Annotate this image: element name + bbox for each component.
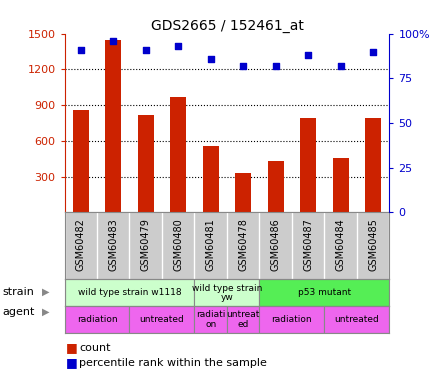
Text: GSM60486: GSM60486 [271, 218, 281, 271]
Bar [202, 146, 219, 213]
Text: ▶: ▶ [42, 307, 50, 317]
Bar [138, 115, 154, 213]
Text: p53 mutant: p53 mutant [298, 288, 351, 297]
Point [207, 56, 214, 62]
Text: ■: ■ [66, 342, 77, 354]
Point [272, 63, 279, 69]
Text: GSM60478: GSM60478 [238, 218, 248, 271]
Text: wild type strain w1118: wild type strain w1118 [78, 288, 181, 297]
Text: GSM60479: GSM60479 [141, 218, 151, 271]
Text: GSM60487: GSM60487 [303, 218, 313, 271]
Text: count: count [79, 343, 111, 353]
Text: untreat
ed: untreat ed [227, 310, 260, 329]
Bar [267, 161, 284, 213]
Bar [65, 306, 129, 333]
Bar [194, 279, 259, 306]
Bar [365, 118, 381, 213]
Text: radiati
on: radiati on [196, 310, 226, 329]
Text: untreated: untreated [140, 315, 184, 324]
Text: radiation: radiation [271, 315, 312, 324]
Bar [105, 40, 121, 213]
Text: wild type strain
yw: wild type strain yw [192, 284, 262, 302]
Bar [259, 279, 389, 306]
Bar [170, 97, 186, 213]
Point [77, 47, 85, 53]
Title: GDS2665 / 152461_at: GDS2665 / 152461_at [150, 19, 303, 33]
Text: radiation: radiation [77, 315, 117, 324]
Bar [235, 173, 251, 213]
Point [337, 63, 344, 69]
Bar [65, 279, 194, 306]
Text: agent: agent [2, 307, 35, 317]
Text: percentile rank within the sample: percentile rank within the sample [79, 358, 267, 368]
Bar [194, 306, 227, 333]
Bar [332, 158, 349, 213]
Text: GSM60480: GSM60480 [173, 218, 183, 271]
Text: GSM60481: GSM60481 [206, 218, 216, 271]
Bar [300, 118, 316, 213]
Text: strain: strain [2, 287, 34, 297]
Bar [324, 306, 389, 333]
Point [142, 47, 150, 53]
Bar [73, 110, 89, 213]
Text: untreated: untreated [335, 315, 379, 324]
Point [305, 52, 312, 58]
Bar [259, 306, 324, 333]
Point [370, 49, 377, 55]
Bar [227, 306, 259, 333]
Text: ▶: ▶ [42, 287, 50, 297]
Point [240, 63, 247, 69]
Text: ■: ■ [66, 357, 77, 369]
Point [175, 43, 182, 49]
Text: GSM60485: GSM60485 [368, 218, 378, 271]
Point [109, 38, 117, 44]
Text: GSM60484: GSM60484 [336, 218, 346, 271]
Text: GSM60483: GSM60483 [108, 218, 118, 271]
Bar [129, 306, 194, 333]
Text: GSM60482: GSM60482 [76, 218, 86, 271]
